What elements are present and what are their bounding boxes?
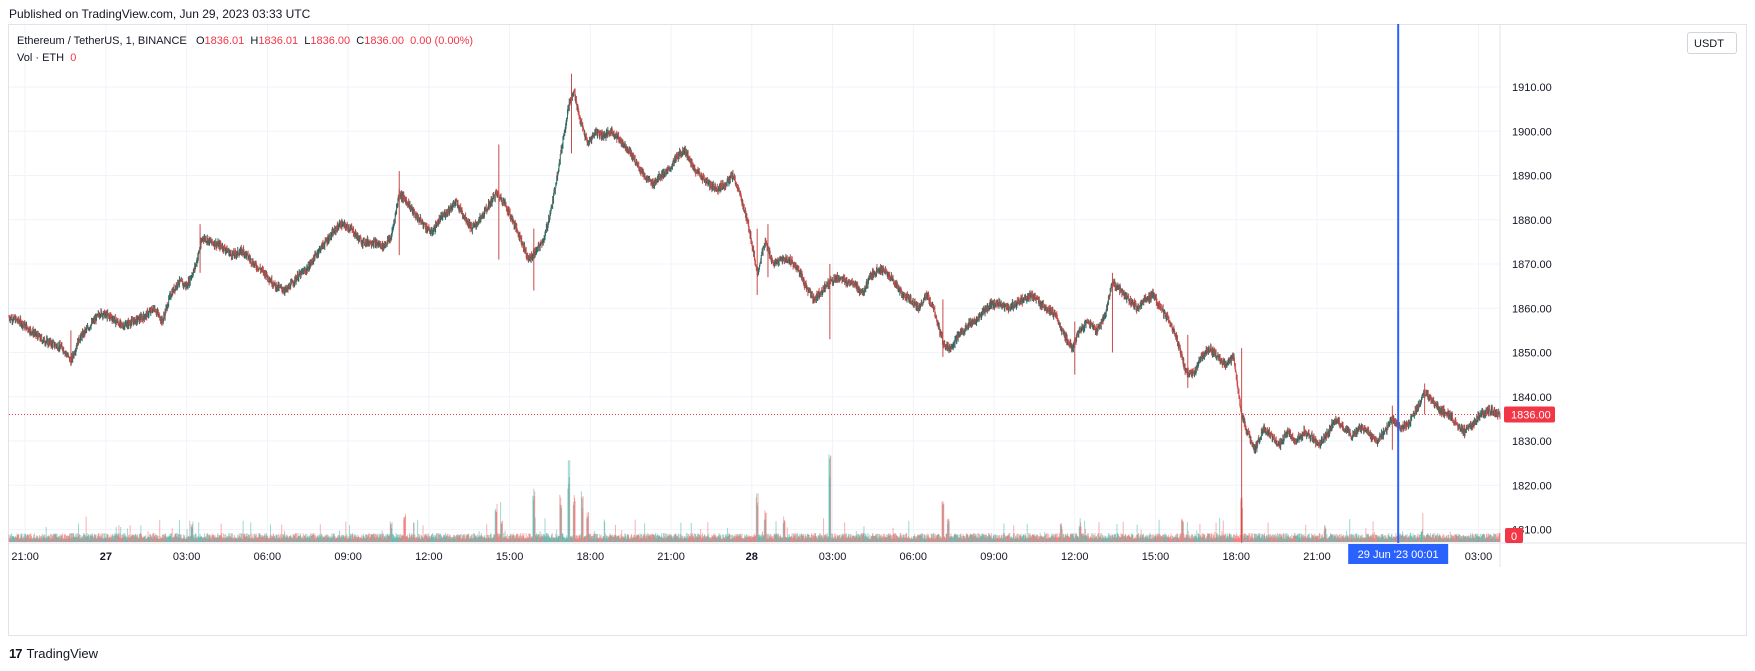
published-note: Published on TradingView.com, Jun 29, 20… [9,7,311,21]
chart-frame[interactable] [8,24,1747,636]
